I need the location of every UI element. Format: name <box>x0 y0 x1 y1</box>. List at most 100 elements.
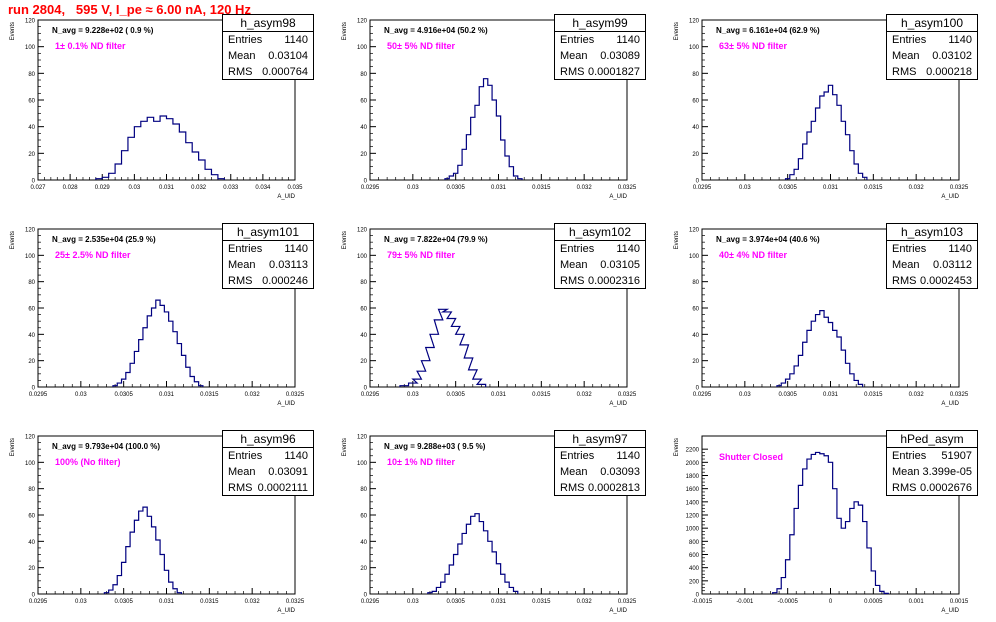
x-tick-label: 0.033 <box>223 185 239 191</box>
x-tick-label: 0.031 <box>491 392 507 398</box>
histogram-plot: 0 20 40 60 80 100 120 0.0295 0.03 0.0305 0.031 0.03… <box>342 19 637 201</box>
x-tick-label: 0.031 <box>159 392 175 398</box>
histogram-bin <box>850 508 854 594</box>
x-tick-label: 0.0295 <box>361 599 380 605</box>
x-tick-label: 0.032 <box>909 392 925 398</box>
y-tick-label: 60 <box>28 514 35 520</box>
x-tick-label: 0.0295 <box>361 392 380 398</box>
stats-label: Entries <box>560 243 595 255</box>
histogram-bin <box>803 469 807 594</box>
y-tick-label: 120 <box>689 228 700 234</box>
x-tick-label: 0.03 <box>75 392 87 398</box>
x-axis-label: A_UID <box>941 194 959 200</box>
stats-box: h_asym101 Entries 1140 Mean 0.03113 RMS 0.0002… <box>222 223 314 289</box>
histogram-bin <box>854 164 858 180</box>
y-tick-label: 80 <box>360 280 367 286</box>
x-tick-label: 0.035 <box>287 185 303 191</box>
y-tick-label: 800 <box>689 540 700 546</box>
stats-title: h_asym100 <box>887 15 977 32</box>
histogram-bin <box>807 330 811 387</box>
histogram-bin <box>194 382 198 387</box>
histogram-bin <box>850 151 854 180</box>
histogram-bin <box>488 85 492 180</box>
y-tick-label: 60 <box>360 307 367 313</box>
x-tick-label: 0.032 <box>245 599 261 605</box>
stats-value: 0.03113 <box>269 259 308 271</box>
x-tick-label: 0.0315 <box>200 392 219 398</box>
stats-label: Mean <box>228 466 256 478</box>
histogram-bin <box>173 589 177 594</box>
histogram-bin <box>811 454 815 594</box>
x-tick-label: 0.029 <box>95 185 111 191</box>
histogram-bin <box>199 386 203 387</box>
histogram-bin <box>858 173 862 180</box>
stats-label: Mean <box>228 50 256 62</box>
histogram-bin <box>173 332 177 387</box>
y-tick-label: 60 <box>360 514 367 520</box>
histogram-bin <box>794 169 798 180</box>
y-tick-label: 100 <box>357 45 368 51</box>
stats-label: Mean <box>560 259 588 271</box>
histogram-plot: 0 20 40 60 80 100 120 0.0295 0.03 0.0305 0.031 0.03… <box>342 228 637 408</box>
stats-row-entries: Entries 51907 <box>887 448 977 464</box>
histogram-bin <box>501 140 505 180</box>
y-tick-label: 600 <box>689 553 700 559</box>
x-tick-label: 0.0305 <box>778 392 797 398</box>
x-tick-label: 0.0315 <box>532 185 551 191</box>
y-tick-label: 80 <box>692 72 699 78</box>
x-axis-label: A_UID <box>941 608 959 614</box>
stats-row-rms: RMS 0.0002111 <box>223 480 313 496</box>
histogram-bin <box>833 489 837 594</box>
histogram-plot: 0 200 400 600 800 1000 1200 1400 1600 1800 2000 220… <box>674 435 969 614</box>
stats-box: h_asym102 Entries 1140 Mean 0.03105 RMS 0.0002… <box>554 223 646 289</box>
stats-row-entries: Entries 1140 <box>223 448 313 464</box>
navg-label: N_avg = 9.288e+03 ( 9.5 %) <box>384 442 486 451</box>
histogram-outline <box>772 451 889 594</box>
histogram-bin <box>858 384 862 387</box>
stats-label: RMS <box>560 482 585 494</box>
y-tick-label: 100 <box>25 461 36 467</box>
histogram-bin <box>164 312 168 387</box>
stats-box: hPed_asym Entries 51907 Mean 3.399e-05 RMS 0.0… <box>886 430 978 496</box>
histogram-outline <box>103 506 183 594</box>
y-tick-label: 60 <box>28 307 35 313</box>
histogram-bin <box>475 514 479 594</box>
histogram-outline <box>776 310 864 387</box>
histogram-bin <box>837 518 841 594</box>
histogram-bin <box>492 100 496 180</box>
stats-title: h_asym99 <box>555 15 645 32</box>
y-tick-label: 0 <box>696 593 700 599</box>
navg-label: N_avg = 4.916e+04 (50.2 %) <box>384 26 488 35</box>
y-tick-label: 60 <box>360 99 367 105</box>
histogram-bin <box>871 571 875 594</box>
filter-note: Shutter Closed <box>719 452 784 462</box>
navg-label: N_avg = 6.161e+04 (62.9 %) <box>716 26 820 35</box>
stats-row-mean: Mean 0.03105 <box>555 257 645 273</box>
histogram-bin <box>777 386 781 387</box>
histogram-bin <box>458 165 462 180</box>
stats-label: Mean <box>892 259 920 271</box>
histogram-bin <box>192 152 198 180</box>
histogram-bin <box>160 116 166 180</box>
histogram-bin <box>117 576 121 594</box>
histogram-bin <box>156 300 160 387</box>
y-tick-label: 20 <box>692 152 699 158</box>
x-tick-label: 0.0305 <box>446 599 465 605</box>
y-tick-label: 80 <box>28 280 35 286</box>
y-tick-label: 100 <box>25 45 36 51</box>
y-tick-label: 120 <box>25 435 36 441</box>
histogram-bin <box>837 337 841 387</box>
stats-label: RMS <box>560 275 585 287</box>
y-tick-label: 1000 <box>686 527 700 533</box>
stats-title: h_asym103 <box>887 224 977 241</box>
stats-row-mean: Mean 0.03091 <box>223 464 313 480</box>
histogram-bin <box>479 522 483 594</box>
histogram-bin <box>122 379 126 387</box>
histogram-bin <box>884 593 888 594</box>
stats-label: RMS <box>892 66 917 78</box>
stats-row-entries: Entries 1140 <box>555 241 645 257</box>
histogram-bin <box>781 578 785 594</box>
histogram-bin <box>518 179 522 180</box>
y-tick-label: 20 <box>360 566 367 572</box>
histogram-bin <box>449 176 453 180</box>
